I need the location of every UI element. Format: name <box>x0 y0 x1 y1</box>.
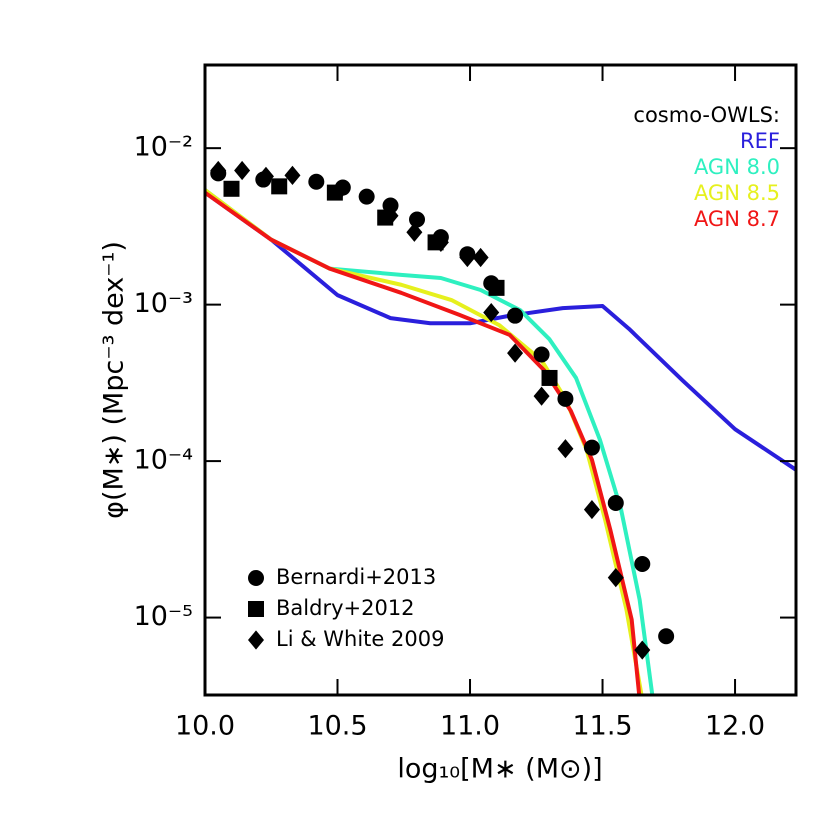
point <box>382 206 399 226</box>
line <box>205 190 642 695</box>
x-axis-label: log₁₀[M∗ (M⊙)] <box>397 754 602 785</box>
x-tick-label: 11.5 <box>572 711 632 742</box>
x-tick-label: 11.0 <box>440 711 500 742</box>
point <box>583 499 600 520</box>
point <box>533 386 550 406</box>
legend-label: Li & White 2009 <box>276 627 444 651</box>
y-tick-label: 10⁻⁵ <box>134 601 193 632</box>
point <box>483 302 500 323</box>
point <box>488 279 505 296</box>
legend-label: AGN 8.5 <box>694 181 780 205</box>
point <box>248 570 264 586</box>
point <box>607 568 624 588</box>
y-tick-label: 10⁻³ <box>134 288 193 319</box>
y-tick-label: 10⁻² <box>134 132 193 163</box>
point <box>607 494 624 511</box>
point <box>507 307 524 324</box>
point <box>533 346 550 363</box>
point <box>248 601 264 617</box>
legend-label: Bernardi+2013 <box>276 565 436 589</box>
point <box>658 628 675 645</box>
point <box>223 180 240 197</box>
point <box>583 439 600 456</box>
point <box>257 166 274 186</box>
legend-label: REF <box>740 129 780 153</box>
point <box>358 188 375 205</box>
y-tick-label: 10⁻⁴ <box>134 445 193 476</box>
x-tick-label: 10.5 <box>307 711 367 742</box>
frame <box>203 63 798 697</box>
point <box>234 160 251 181</box>
point <box>271 178 288 195</box>
point <box>432 232 449 252</box>
y-axis-label: φ(M∗) (Mpc⁻³ dex⁻¹) <box>99 241 130 519</box>
x-tick-label: 12.0 <box>705 711 765 742</box>
x-tick-label: 10.0 <box>175 711 235 742</box>
point <box>557 390 574 407</box>
plot-area <box>205 160 796 695</box>
point <box>308 173 325 190</box>
legend-title: cosmo-OWLS: <box>633 103 780 127</box>
point <box>634 640 651 660</box>
point <box>284 165 301 185</box>
point <box>459 247 476 268</box>
legend-label: Baldry+2012 <box>276 596 415 620</box>
point <box>406 222 423 242</box>
point <box>557 439 574 459</box>
point <box>409 211 426 228</box>
legend-label: AGN 8.0 <box>694 155 780 179</box>
point <box>472 247 489 268</box>
point <box>210 160 227 181</box>
point <box>634 555 651 572</box>
point <box>332 180 349 200</box>
point <box>248 630 264 650</box>
point <box>382 197 399 214</box>
point <box>541 369 558 386</box>
point <box>507 343 524 363</box>
legend-label: AGN 8.7 <box>694 207 780 231</box>
